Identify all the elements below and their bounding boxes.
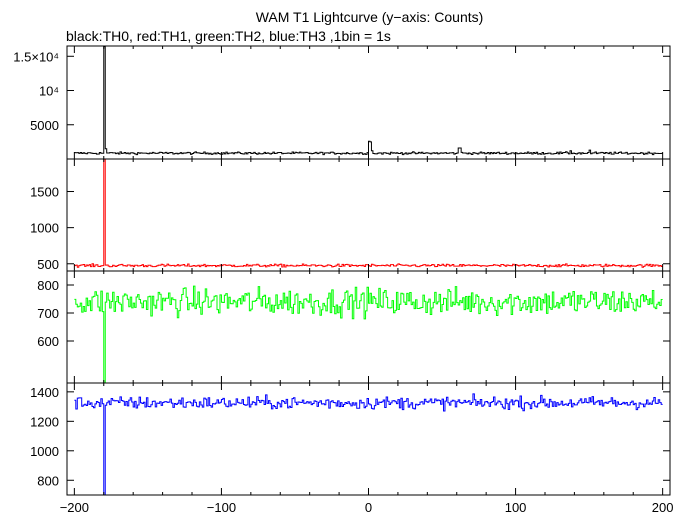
y-tick-label: 1000 [30, 221, 59, 236]
y-tick-label: 800 [37, 278, 59, 293]
y-tick-label: 1400 [30, 385, 59, 400]
y-tick-label: 1.5×10⁴ [13, 49, 59, 64]
y-tick-label: 10⁴ [39, 84, 59, 99]
series-line-th1 [74, 158, 663, 268]
series-line-th0 [74, 46, 663, 156]
series-line-th3 [74, 393, 663, 496]
y-tick-label: 500 [37, 257, 59, 272]
y-tick-label: 700 [37, 306, 59, 321]
y-tick-label: 600 [37, 334, 59, 349]
y-tick-label: 5000 [30, 118, 59, 133]
chart-title: WAM T1 Lightcurve (y−axis: Counts) [255, 9, 484, 25]
y-tick-label: 1500 [30, 185, 59, 200]
y-tick-label: 1000 [30, 444, 59, 459]
series-line-th2 [74, 285, 663, 384]
chart-subtitle: black:TH0, red:TH1, green:TH2, blue:TH3 … [66, 28, 391, 44]
panel-frame-th1 [66, 158, 671, 272]
x-tick-label: −200 [60, 500, 89, 515]
y-tick-label: 1200 [30, 414, 59, 429]
y-tick-label: 800 [37, 473, 59, 488]
x-tick-label: 0 [365, 500, 372, 515]
x-tick-label: 200 [652, 500, 674, 515]
x-tick-label: −100 [207, 500, 236, 515]
x-tick-label: 100 [505, 500, 527, 515]
